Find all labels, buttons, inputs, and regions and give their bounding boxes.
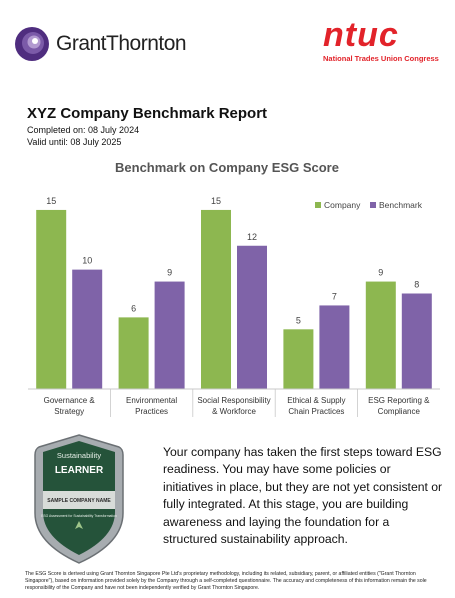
- readiness-message: Your company has taken the first steps t…: [163, 445, 443, 547]
- legend-label-company: Company: [324, 200, 361, 210]
- category-label-3-0: Ethical & Supply: [287, 396, 345, 405]
- disclaimer-footer: The ESG Score is derived using Grant Tho…: [25, 571, 427, 591]
- data-label-company-3: 5: [296, 315, 301, 325]
- category-label-1-0: Environmental: [126, 396, 177, 405]
- data-label-benchmark-3: 7: [332, 291, 337, 301]
- esg-benchmark-chart: Benchmark on Company ESG Score Company Ben…: [28, 160, 440, 417]
- sustainability-learner-badge: Sustainability LEARNER SAMPLE COMPANY NA…: [34, 434, 124, 564]
- leaf-icon: [75, 521, 83, 529]
- bar-company-3: [283, 329, 314, 389]
- ntuc-logo: ntuc National Trades Union Congress: [323, 18, 443, 63]
- grant-thornton-logo: GrantThornton: [14, 26, 187, 62]
- legend-swatch-benchmark: [370, 202, 376, 208]
- report-title: XYZ Company Benchmark Report: [27, 105, 268, 122]
- legend-label-benchmark: Benchmark: [379, 200, 423, 210]
- badge-top-text: Sustainability: [57, 451, 101, 460]
- bar-benchmark-0: [72, 269, 103, 389]
- bar-benchmark-1: [154, 281, 185, 389]
- legend-swatch-company: [315, 202, 321, 208]
- bar-company-4: [365, 281, 396, 389]
- data-label-benchmark-4: 8: [414, 280, 419, 290]
- category-label-0-1: Strategy: [54, 407, 84, 416]
- category-label-2-0: Social Responsibility: [197, 396, 270, 405]
- bar-benchmark-2: [237, 245, 267, 389]
- completed-date: Completed on: 08 July 2024: [27, 125, 140, 135]
- badge-assessment: ESG Assessment for Sustainability Transf…: [41, 514, 117, 518]
- ntuc-subtitle: National Trades Union Congress: [323, 54, 439, 63]
- bar-benchmark-4: [401, 293, 432, 389]
- data-label-benchmark-1: 9: [167, 268, 172, 278]
- data-label-benchmark-2: 12: [247, 232, 257, 242]
- category-label-3-1: Chain Practices: [288, 407, 344, 416]
- category-label-2-1: & Workforce: [212, 407, 256, 416]
- category-label-4-1: Compliance: [378, 407, 421, 416]
- bar-company-2: [201, 209, 231, 389]
- ntuc-wordmark: ntuc: [323, 16, 399, 54]
- data-label-benchmark-0: 10: [82, 256, 92, 266]
- bar-company-1: [118, 317, 149, 389]
- data-label-company-0: 15: [46, 196, 56, 206]
- chart-title: Benchmark on Company ESG Score: [115, 160, 339, 175]
- grant-thornton-wordmark: GrantThornton: [56, 32, 187, 55]
- badge-company-name: SAMPLE COMPANY NAME: [47, 498, 111, 504]
- valid-date: Valid until: 08 July 2025: [27, 137, 122, 147]
- badge-level: LEARNER: [55, 465, 104, 476]
- data-label-company-2: 15: [211, 196, 221, 206]
- data-label-company-4: 9: [378, 268, 383, 278]
- bar-company-0: [36, 209, 67, 389]
- category-label-1-1: Practices: [135, 407, 168, 416]
- bar-benchmark-3: [319, 305, 350, 389]
- grant-thornton-mark-icon: [15, 27, 49, 61]
- category-label-0-0: Governance &: [44, 396, 96, 405]
- category-label-4-0: ESG Reporting &: [368, 396, 430, 405]
- data-label-company-1: 6: [131, 303, 136, 313]
